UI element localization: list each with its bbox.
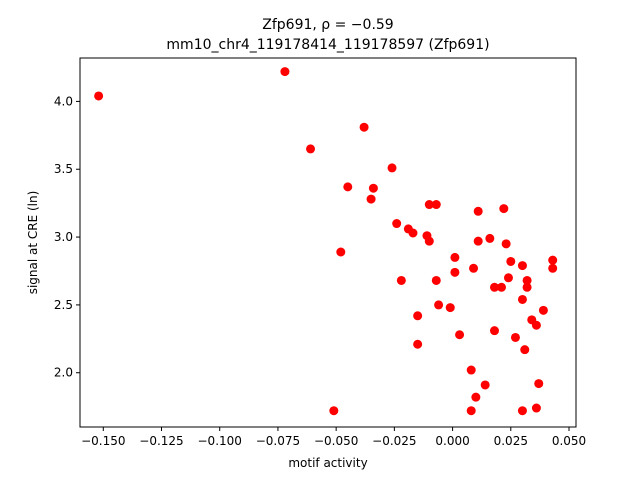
x-tick-label: −0.100 (198, 434, 242, 448)
data-point-4 (343, 182, 353, 192)
data-point-53 (517, 406, 527, 416)
x-axis-label: motif activity (288, 456, 367, 470)
data-point-39 (517, 294, 527, 304)
data-point-30 (469, 263, 479, 273)
data-point-51 (471, 392, 481, 402)
data-point-23 (450, 267, 460, 277)
data-point-21 (413, 339, 423, 349)
data-point-7 (387, 163, 397, 173)
chart-title-line1: Zfp691, ρ = −0.59 (262, 17, 393, 33)
y-tick-label: 3.5 (54, 162, 73, 176)
data-point-16 (431, 200, 441, 210)
data-point-22 (450, 252, 460, 262)
data-point-19 (413, 311, 423, 321)
data-point-24 (445, 303, 455, 313)
data-point-9 (329, 406, 339, 416)
data-point-47 (520, 345, 530, 355)
data-points (94, 67, 558, 416)
data-point-33 (503, 273, 513, 283)
x-tick-label: 0.050 (552, 434, 586, 448)
data-point-2 (306, 144, 316, 154)
data-point-17 (396, 275, 406, 285)
plot-frame (79, 57, 577, 428)
data-point-34 (489, 282, 499, 292)
x-tick-label: −0.050 (314, 434, 358, 448)
data-point-32 (506, 256, 516, 266)
data-point-25 (455, 330, 465, 340)
data-point-52 (466, 406, 476, 416)
y-tick-label: 4.0 (54, 94, 73, 108)
x-tick-label: −0.125 (139, 434, 183, 448)
data-point-6 (366, 194, 376, 204)
x-tick-label: −0.075 (256, 434, 300, 448)
data-point-49 (480, 380, 490, 390)
y-axis-label: signal at CRE (ln) (26, 191, 40, 295)
data-point-10 (392, 219, 402, 229)
data-point-44 (531, 320, 541, 330)
y-tick-label: 3.0 (54, 230, 73, 244)
data-point-48 (466, 365, 476, 375)
data-point-15 (424, 200, 434, 210)
data-point-54 (531, 403, 541, 413)
data-point-42 (538, 305, 548, 315)
x-tick-label: −0.025 (372, 434, 416, 448)
data-point-50 (534, 379, 544, 389)
x-tick-label: 0.025 (494, 434, 528, 448)
data-point-5 (368, 183, 378, 193)
data-point-35 (496, 282, 506, 292)
x-tick-label: −0.150 (81, 434, 125, 448)
data-point-45 (489, 326, 499, 336)
data-point-8 (336, 247, 346, 257)
data-point-18 (431, 275, 441, 285)
data-point-38 (522, 282, 532, 292)
data-point-0 (94, 91, 104, 101)
y-axis-ticks: 2.0 2.5 3.0 3.5 4.0 (54, 94, 80, 380)
data-point-36 (517, 261, 527, 271)
chart-title-line2: mm10_chr4_119178414_119178597 (Zfp691) (166, 37, 489, 53)
data-point-40 (548, 255, 558, 265)
data-point-3 (359, 122, 369, 132)
data-point-1 (280, 67, 290, 77)
data-point-29 (499, 204, 509, 214)
data-point-46 (510, 332, 520, 342)
data-point-27 (473, 236, 483, 246)
data-point-12 (408, 228, 418, 238)
data-point-28 (485, 233, 495, 243)
x-axis-ticks: −0.150 −0.125 −0.100 −0.075 −0.050 −0.025 0.00… (81, 427, 586, 448)
data-point-20 (434, 300, 444, 310)
data-point-41 (548, 263, 558, 273)
data-point-31 (501, 239, 511, 249)
data-point-26 (473, 206, 483, 216)
y-tick-label: 2.0 (54, 366, 73, 380)
y-tick-label: 2.5 (54, 298, 73, 312)
data-point-14 (424, 236, 434, 246)
data-point-37 (522, 275, 532, 285)
x-tick-label: 0.000 (435, 434, 469, 448)
